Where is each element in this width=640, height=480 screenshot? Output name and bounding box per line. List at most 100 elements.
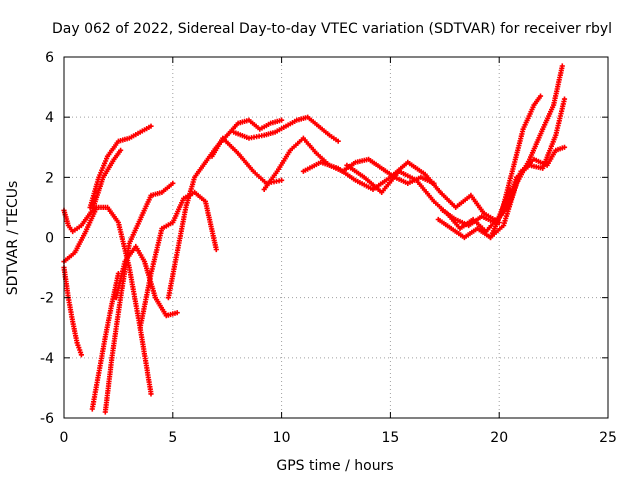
y-tick-label: -2: [40, 291, 54, 307]
data-point: [502, 224, 505, 227]
data-point: [117, 272, 120, 275]
data-point: [504, 206, 507, 209]
data-point: [226, 134, 229, 137]
data-point: [106, 206, 109, 209]
data-point: [149, 124, 153, 128]
x-tick-label: 10: [273, 430, 291, 446]
data-point: [71, 230, 74, 233]
series-14: [344, 162, 513, 235]
data-point: [541, 128, 544, 131]
data-point: [193, 191, 196, 194]
x-tick-label: 15: [381, 430, 399, 446]
data-point: [160, 227, 164, 230]
data-point: [437, 218, 440, 221]
data-point: [482, 212, 486, 215]
data-point: [315, 152, 318, 155]
data-point: [515, 176, 518, 179]
data-point: [75, 341, 79, 344]
data-point: [252, 170, 255, 173]
data-point: [112, 158, 116, 161]
data-point: [91, 407, 94, 411]
data-point: [110, 356, 114, 360]
series-1: [87, 123, 154, 210]
data-point: [215, 248, 218, 251]
data-point: [71, 320, 74, 323]
data-point: [317, 124, 320, 128]
data-point: [119, 149, 122, 152]
data-point: [276, 170, 279, 173]
data-point: [138, 218, 142, 221]
data-point: [354, 179, 357, 182]
data-point: [115, 296, 118, 299]
data-point: [336, 140, 340, 143]
data-point: [171, 221, 174, 224]
data-point: [354, 161, 357, 164]
series-markers: [165, 117, 285, 301]
data-point: [182, 197, 185, 200]
data-point: [302, 137, 305, 140]
y-tick-label: 6: [45, 50, 54, 66]
series-17: [487, 93, 544, 241]
data-point: [458, 227, 462, 230]
data-point: [441, 209, 444, 212]
data-point: [175, 251, 179, 254]
data-point: [106, 155, 109, 158]
data-point: [193, 176, 196, 179]
x-axis-label: GPS time / hours: [276, 458, 393, 474]
data-point: [247, 118, 251, 122]
data-point: [134, 245, 138, 248]
series-markers: [61, 204, 154, 397]
data-point: [306, 115, 309, 119]
series-3: [61, 265, 84, 358]
data-point: [380, 167, 383, 170]
data-point: [545, 164, 549, 167]
data-point: [149, 194, 153, 197]
data-point: [476, 227, 479, 230]
data-point: [143, 260, 146, 263]
data-point: [269, 121, 272, 125]
data-point: [561, 64, 564, 68]
data-point: [280, 118, 283, 122]
data-point: [117, 140, 120, 143]
data-point: [454, 218, 457, 221]
data-point: [380, 191, 383, 194]
data-point: [419, 176, 423, 179]
data-point: [232, 131, 235, 134]
grid-lines: [64, 57, 608, 418]
data-point: [284, 124, 288, 128]
y-tick-label: 2: [45, 170, 54, 186]
series-18: [503, 96, 568, 210]
x-tick-label: 0: [60, 430, 69, 446]
data-point: [539, 94, 542, 98]
data-point: [128, 137, 131, 140]
series-5: [89, 271, 121, 412]
data-point: [221, 137, 225, 140]
data-point: [149, 272, 153, 275]
data-point: [104, 410, 107, 414]
data-point: [101, 176, 105, 179]
data-point: [406, 161, 410, 164]
y-tick-label: -4: [40, 351, 54, 367]
data-point: [469, 194, 473, 197]
data-point: [97, 371, 101, 375]
data-point: [128, 266, 131, 269]
series-9: [165, 117, 285, 301]
data-point: [521, 128, 525, 131]
data-point: [84, 230, 87, 233]
y-tick-label: 0: [45, 231, 54, 247]
data-point: [319, 161, 322, 164]
data-series: [61, 63, 568, 415]
data-point: [532, 103, 536, 107]
data-point: [67, 224, 70, 227]
series-13: [300, 159, 502, 226]
data-point: [406, 182, 410, 185]
data-point: [532, 158, 536, 161]
data-point: [432, 200, 436, 203]
data-point: [528, 158, 531, 161]
data-point: [295, 118, 299, 122]
series-markers: [300, 159, 502, 226]
y-axis-label: SDTVAR / TECUs: [5, 181, 21, 296]
y-tick-label: 4: [45, 110, 54, 126]
data-point: [236, 152, 240, 155]
